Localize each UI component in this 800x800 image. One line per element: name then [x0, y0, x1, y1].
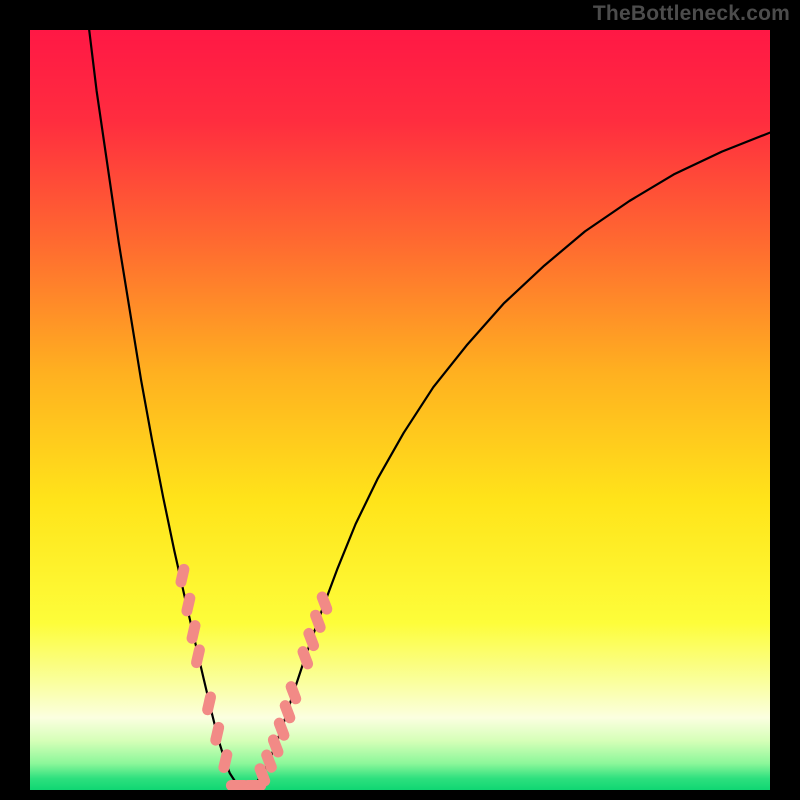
chart-frame: TheBottleneck.com	[0, 0, 800, 800]
gradient-background	[30, 30, 770, 790]
plot-area	[30, 30, 770, 790]
watermark-text: TheBottleneck.com	[593, 2, 790, 26]
bottleneck-chart	[30, 30, 770, 790]
